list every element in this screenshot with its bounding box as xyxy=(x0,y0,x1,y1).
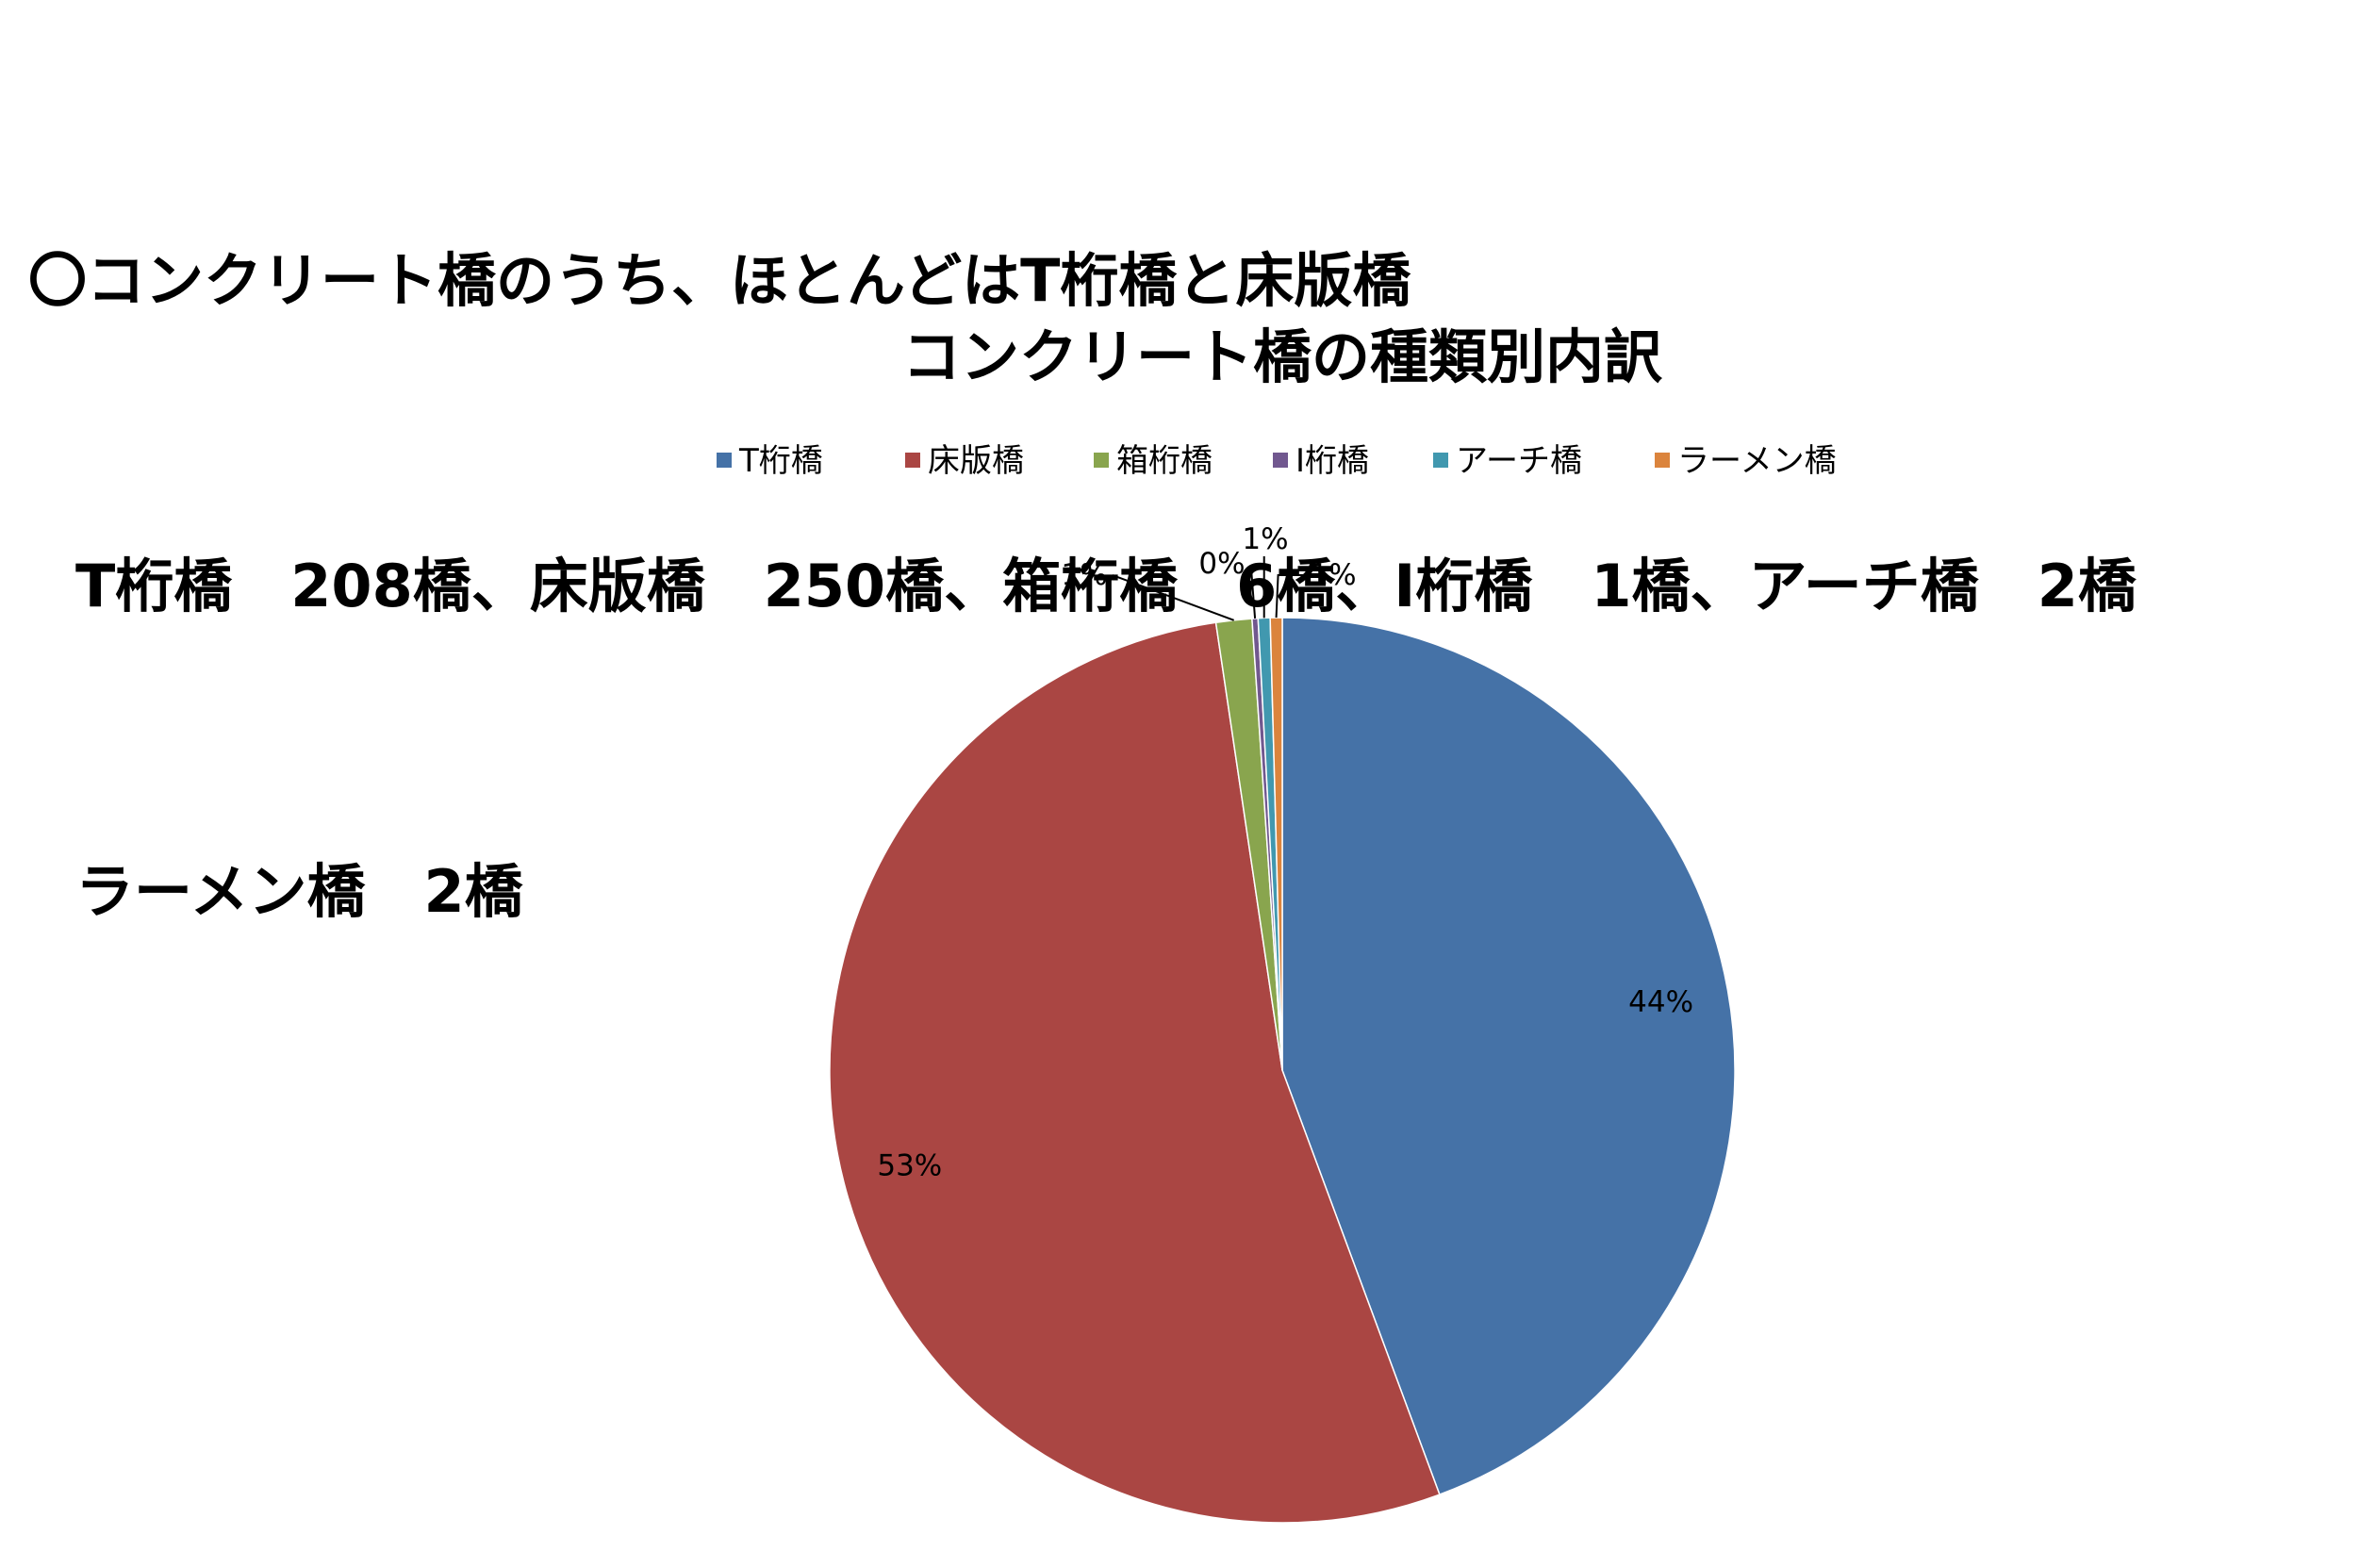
legend-label-2: 箱桁橋 xyxy=(1116,442,1213,480)
legend-swatch-0 xyxy=(717,453,732,468)
pie-slice-0 xyxy=(1281,617,1736,1496)
pie-slices xyxy=(829,617,1736,1524)
chart-title: コンクリート橋の種類別内訳 xyxy=(902,322,1663,391)
legend-swatch-4 xyxy=(1433,453,1448,468)
legend-label-0: T桁橋 xyxy=(738,442,823,480)
data-label-1: 53% xyxy=(877,1148,942,1182)
summary-line-3: ラーメン橋 2橋 xyxy=(75,857,523,926)
summary-line-1: 〇コンクリート橋のうち、ほとんどはT桁橋と床版橋 xyxy=(28,246,1411,315)
data-label-0: 44% xyxy=(1628,985,1693,1019)
legend-swatch-2 xyxy=(1094,453,1109,468)
summary-line-2: T桁橋 208橋、床版橋 250橋、箱桁橋 6橋、I桁橋 1橋、アーチ橋 2橋 xyxy=(75,552,2137,620)
pie-slice-1 xyxy=(829,621,1441,1524)
data-label-5: 1% xyxy=(1310,558,1356,592)
leader-line-5 xyxy=(1275,574,1303,619)
legend-label-3: I桁橋 xyxy=(1295,442,1369,480)
legend: T桁橋 床版橋 箱桁橋 I桁橋 アーチ橋 ラーメン橋 xyxy=(717,442,1837,480)
data-label-3: 0% xyxy=(1198,547,1245,581)
legend-swatch-3 xyxy=(1273,453,1288,468)
data-label-4: 1% xyxy=(1242,522,1288,556)
leader-line-2 xyxy=(1112,574,1235,621)
summary-text: 〇コンクリート橋のうち、ほとんどはT桁橋と床版橋 T桁橋 208橋、床版橋 25… xyxy=(28,26,2137,1045)
legend-label-5: ラーメン橋 xyxy=(1677,442,1837,480)
data-label-2: 1% xyxy=(1061,558,1107,592)
leader-lines xyxy=(1112,556,1303,621)
legend-label-4: アーチ橋 xyxy=(1456,442,1582,480)
leader-line-3 xyxy=(1248,569,1257,619)
legend-label-1: 床版橋 xyxy=(928,442,1024,480)
data-labels: 44%53%1% 0%1%1% xyxy=(877,522,1693,1182)
legend-swatch-5 xyxy=(1655,453,1670,468)
legend-swatch-1 xyxy=(905,453,920,468)
